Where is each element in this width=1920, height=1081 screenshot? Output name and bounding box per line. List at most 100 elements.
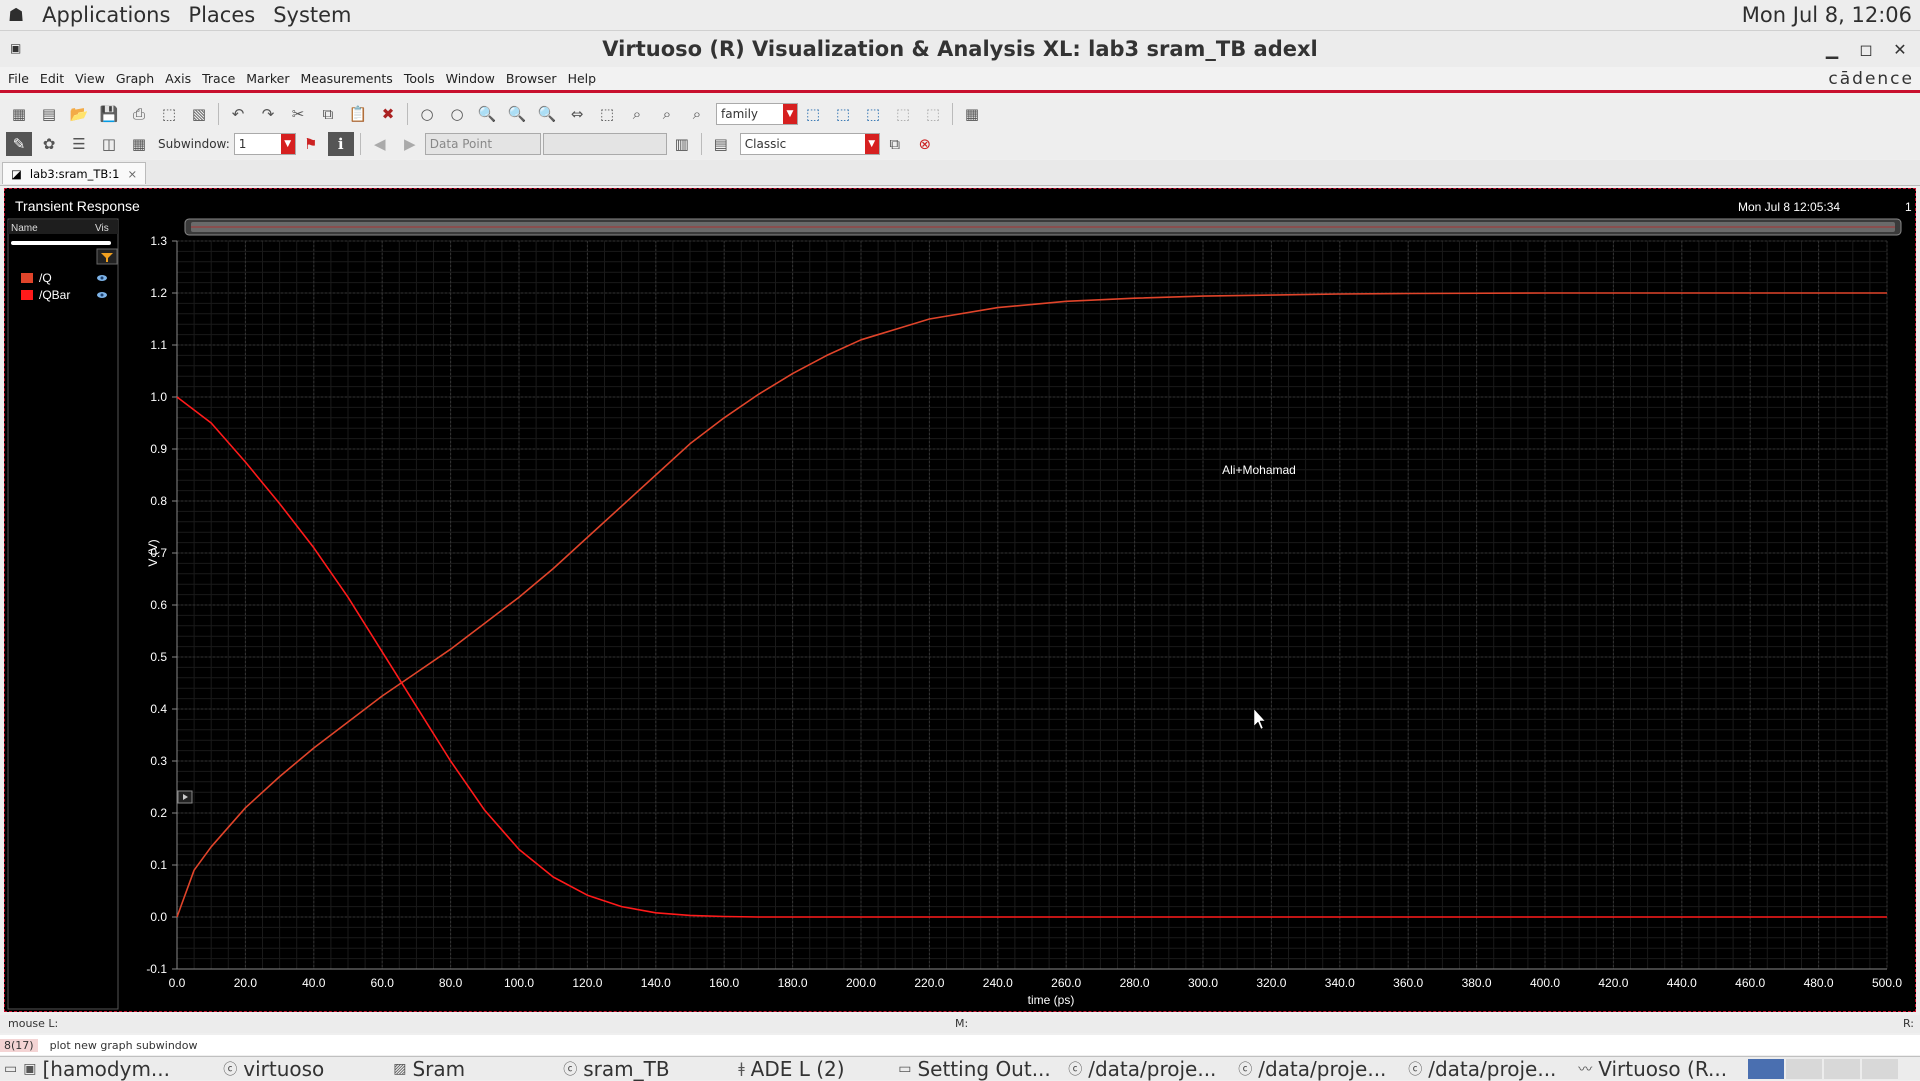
tab-close-icon[interactable]: × (127, 166, 138, 181)
circle-icon[interactable]: ○ (420, 105, 434, 123)
style-combo[interactable]: Classic ▼ (739, 133, 880, 155)
info-icon[interactable]: ℹ (327, 132, 354, 156)
zoom-fit-icon[interactable]: 🔍 (537, 105, 557, 123)
undo-icon[interactable]: ↶ (231, 105, 245, 123)
chevron-down-icon[interactable]: ▼ (783, 104, 797, 124)
layout-icon[interactable]: ▤ (41, 105, 57, 123)
window-menu-icon[interactable]: ▣ (10, 41, 22, 55)
task-ade-l[interactable]: ǂ ADE L (2) (732, 1057, 892, 1081)
task-data-3[interactable]: ⓒ /data/proje... (1402, 1057, 1572, 1081)
legend-item-label[interactable]: /Q (39, 271, 52, 285)
redo-icon[interactable]: ↷ (261, 105, 275, 123)
workspace-switcher-active[interactable] (1748, 1058, 1785, 1079)
plot-annotation[interactable]: Ali+Mohamad (1222, 463, 1296, 477)
legend-item-label[interactable]: /QBar (39, 288, 70, 302)
snapshot-icon[interactable]: ▧ (191, 105, 207, 123)
menu-browser[interactable]: Browser (505, 71, 557, 86)
workspace-switcher[interactable] (1862, 1058, 1899, 1079)
gnome-foot-icon[interactable]: ☗ (8, 4, 25, 26)
export-icon[interactable]: ⬚ (161, 105, 177, 123)
legend-scrollbar[interactable] (11, 241, 111, 245)
zoom-area-icon[interactable]: ⌕ (632, 105, 642, 123)
window-close-icon[interactable]: ⊗ (918, 135, 932, 153)
task-virtuoso-viva[interactable]: 〰 Virtuoso (R... (1572, 1057, 1742, 1081)
chevron-down-icon[interactable]: ▼ (864, 134, 879, 154)
graph-tool-1-icon[interactable]: ⬚ (805, 105, 821, 123)
graph-tool-4-icon[interactable]: ⬚ (895, 105, 911, 123)
graph-tool-3-icon[interactable]: ⬚ (865, 105, 881, 123)
menu-file[interactable]: File (8, 71, 29, 86)
strip-icon[interactable]: ☰ (72, 135, 86, 153)
zoom-region-icon[interactable]: ⌕ (662, 105, 672, 123)
task-setting-outputs[interactable]: ▭ Setting Out... (892, 1057, 1062, 1081)
menu-edit[interactable]: Edit (39, 71, 65, 86)
grid-icon[interactable]: ▦ (964, 105, 980, 123)
close-icon[interactable]: ✕ (1893, 39, 1907, 59)
graph-tool-2-icon[interactable]: ⬚ (835, 105, 851, 123)
task-data-1[interactable]: ⓒ /data/proje... (1062, 1057, 1232, 1081)
window-copy-icon[interactable]: ⧉ (889, 135, 901, 153)
menu-measurements[interactable]: Measurements (300, 71, 393, 86)
task-data-2[interactable]: ⓒ /data/proje... (1232, 1057, 1402, 1081)
delete-icon[interactable]: ✖ (381, 105, 395, 123)
menu-marker[interactable]: Marker (246, 71, 290, 86)
tile-icon[interactable]: ▦ (131, 135, 147, 153)
save-icon[interactable]: 💾 (99, 105, 119, 123)
calculator-icon[interactable]: ▤ (713, 135, 728, 153)
zoom-out-icon[interactable]: 🔍 (507, 105, 527, 123)
main-toolbar: ▦ ▤ 📂 💾 ⎙ ⬚ ▧ ↶ ↷ ✂ ⧉ 📋 ✖ ○ ○ 🔍 🔍 🔍 ⇔ ⬚ … (0, 99, 1920, 129)
datapoint-combo[interactable]: Data Point (424, 133, 541, 155)
legend-header (8, 220, 118, 234)
subwindow-combo[interactable]: 1 ▼ (233, 133, 296, 155)
menu-help[interactable]: Help (567, 71, 597, 86)
maximize-icon[interactable]: ◻ (1859, 39, 1873, 59)
task-sram[interactable]: ▨ Sram (387, 1057, 557, 1081)
graph-tool-5-icon[interactable]: ⬚ (925, 105, 941, 123)
pointer-icon[interactable]: ✎ (6, 132, 32, 156)
cut-icon[interactable]: ✂ (291, 105, 305, 123)
forward-icon[interactable]: ▶ (403, 135, 416, 153)
tab-lab3-sram-tb[interactable]: ◪ lab3:sram_TB:1 × (2, 162, 147, 184)
menu-window[interactable]: Window (445, 71, 495, 86)
workspace-switcher[interactable] (1824, 1058, 1861, 1079)
clock[interactable]: Mon Jul 8, 12:06 (1741, 3, 1912, 27)
flag-icon[interactable]: ⚑ (304, 135, 318, 153)
paste-icon[interactable]: 📋 (348, 105, 368, 123)
back-icon[interactable]: ◀ (373, 135, 386, 153)
menu-tools[interactable]: Tools (403, 71, 435, 86)
circle2-icon[interactable]: ○ (450, 105, 464, 123)
system-menu[interactable]: System (273, 3, 352, 27)
zoom-box-icon[interactable]: ⬚ (599, 105, 615, 123)
minimize-icon[interactable]: ▁ (1825, 39, 1839, 59)
open-icon[interactable]: 📂 (69, 105, 89, 123)
plot-window[interactable]: Transient Response Mon Jul 8 12:05:34 1 … (4, 188, 1916, 1012)
zoom-reset-icon[interactable]: ⌕ (692, 105, 702, 123)
split-icon[interactable]: ◫ (101, 135, 117, 153)
separator (218, 103, 219, 125)
trace-qbar[interactable] (176, 396, 1887, 918)
menu-view[interactable]: View (75, 71, 105, 86)
cards-icon[interactable]: ✿ (42, 135, 56, 153)
print-icon[interactable]: ⎙ (132, 105, 145, 123)
places-menu[interactable]: Places (188, 3, 256, 27)
task-sram-tb[interactable]: ⓒ sram_TB (557, 1057, 732, 1081)
task-virtuoso[interactable]: ⓒ virtuoso (217, 1057, 387, 1081)
workspace-switcher[interactable] (1786, 1058, 1823, 1079)
trace-q[interactable] (176, 292, 1887, 918)
menu-trace[interactable]: Trace (202, 71, 236, 86)
new-window-icon[interactable]: ▦ (11, 105, 27, 123)
separator (359, 133, 361, 155)
task-terminal[interactable]: ▣ [hamodym... (17, 1057, 217, 1081)
histogram-icon[interactable]: ▥ (674, 135, 689, 153)
transient-plot[interactable]: Transient Response Mon Jul 8 12:05:34 1 … (5, 189, 1915, 1011)
copy-icon[interactable]: ⧉ (322, 105, 334, 123)
zoom-in-icon[interactable]: 🔍 (477, 105, 497, 123)
family-combo[interactable]: family ▼ (716, 103, 798, 125)
show-desktop-icon[interactable]: ▭ (4, 1060, 18, 1077)
applications-menu[interactable]: Applications (42, 3, 171, 27)
datapoint-value-field[interactable] (542, 133, 667, 155)
menu-axis[interactable]: Axis (165, 71, 192, 86)
zoom-x-icon[interactable]: ⇔ (570, 105, 584, 123)
chevron-down-icon[interactable]: ▼ (280, 134, 295, 154)
menu-graph[interactable]: Graph (115, 71, 155, 86)
